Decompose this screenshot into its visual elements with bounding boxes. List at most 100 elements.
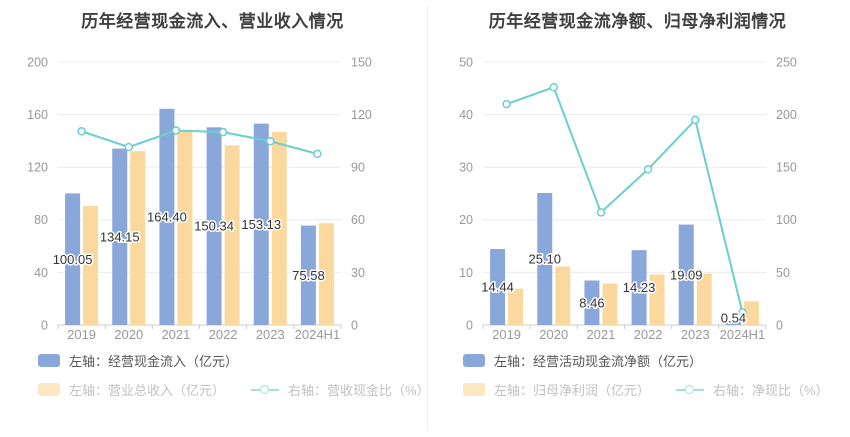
total-revenue-bar xyxy=(130,151,146,325)
category-label: 2019 xyxy=(492,327,521,342)
legend-item-revenue-cash-ratio[interactable]: 右轴：营收现金比（%） xyxy=(251,380,430,399)
category-label: 2021 xyxy=(586,327,615,342)
right-axis-tick-label: 50 xyxy=(776,266,790,280)
left-axis-tick-label: 40 xyxy=(34,266,48,280)
net-profit-bar xyxy=(602,283,618,325)
revenue-cash-ratio-point xyxy=(171,126,181,135)
category-label: 2022 xyxy=(209,327,238,342)
net-operating-cashflow-bar xyxy=(725,322,741,325)
net-operating-cashflow-bar xyxy=(537,192,553,325)
bar-value-label: 100.05 xyxy=(53,252,93,267)
bar-value-label: 14.23 xyxy=(623,280,656,295)
line-legend-marker-icon xyxy=(251,384,280,394)
net-cash-ratio-point xyxy=(596,208,606,217)
legend-label: 左轴：归母净利润（亿元） xyxy=(494,383,651,398)
left-axis-tick-label: 80 xyxy=(34,213,48,227)
legend-label: 左轴：经营活动现金流净额（亿元） xyxy=(494,354,703,369)
revenue-cash-ratio-point xyxy=(266,137,275,146)
left-axis-tick-label: 10 xyxy=(459,266,473,280)
right-axis-tick-label: 120 xyxy=(351,108,372,122)
legend-label: 左轴：营业总收入（亿元） xyxy=(69,383,226,398)
left-axis-tick-label: 30 xyxy=(459,161,473,175)
net-cash-ratio-point xyxy=(549,82,558,92)
legend-item-net-cash-ratio[interactable]: 右轴：净现比（%） xyxy=(676,380,829,399)
bar-value-label: 153.13 xyxy=(241,217,281,232)
net-operating-cashflow-bar xyxy=(584,280,600,325)
bar-value-label: 0.54 xyxy=(721,311,746,326)
right-axis-tick-label: 0 xyxy=(351,318,358,332)
right-axis-tick-label: 0 xyxy=(776,318,783,332)
net-cash-ratio-point xyxy=(643,165,653,174)
chart-title: 历年经营现金流入、营业收入情况 xyxy=(81,12,344,31)
right-axis-tick-label: 150 xyxy=(351,55,372,69)
total-revenue-bar xyxy=(177,130,193,325)
net-profit-bar xyxy=(743,301,759,325)
revenue-cash-ratio-point xyxy=(124,142,133,152)
revenue-cash-ratio-point xyxy=(77,127,86,136)
operating-cash-inflow-bar xyxy=(300,225,316,325)
legend-row-secondary: 左轴：营业总收入（亿元） 右轴：营收现金比（%） xyxy=(38,380,430,399)
bar-value-label: 14.44 xyxy=(481,280,514,295)
bar-value-label: 19.09 xyxy=(670,267,703,282)
legend-item-operating-cash-inflow[interactable]: 左轴：经营现金流入（亿元） xyxy=(38,351,238,370)
legend-item-total-revenue[interactable]: 左轴：营业总收入（亿元） xyxy=(38,380,225,399)
legend-row-secondary: 左轴：归母净利润（亿元） 右轴：净现比（%） xyxy=(463,380,829,399)
net-operating-cashflow-bar xyxy=(490,249,506,325)
net-operating-cashflow-bar xyxy=(678,224,694,325)
net-profit-bar xyxy=(555,266,571,325)
bar-value-label: 134.15 xyxy=(100,229,140,244)
net-cashflow-profit-chart: 0 10 20 30 40 50 0 50 100 150 200 250 2019 2020 2021 20… xyxy=(459,55,797,342)
bar-value-label: 25.10 xyxy=(528,252,561,267)
revenue-cash-ratio-line xyxy=(81,129,318,155)
net-cash-ratio-line xyxy=(506,85,744,313)
right-axis-tick-label: 200 xyxy=(776,108,797,122)
left-axis-tick-label: 40 xyxy=(459,108,473,122)
total-revenue-bar xyxy=(271,131,287,325)
right-axis-tick-label: 90 xyxy=(351,161,365,175)
orange-bar-legend-swatch xyxy=(463,383,485,396)
operating-cash-inflow-bar xyxy=(206,127,222,325)
chart-panel-cash-inflow-revenue: 历年经营现金流入、营业收入情况 0 40 80 120 160 200 0 30 60 90 120… xyxy=(27,12,429,398)
net-cash-ratio-point xyxy=(502,99,511,109)
left-axis-tick-label: 0 xyxy=(41,318,48,332)
legend-label: 右轴：营收现金比（%） xyxy=(288,383,430,398)
chart-legend: 左轴：经营现金流入（亿元） 左轴：营业总收入（亿元） 右轴：营收现金比（%） xyxy=(38,351,430,409)
chart-legend: 左轴：经营活动现金流净额（亿元） 左轴：归母净利润（亿元） 右轴：净现比（%） xyxy=(463,351,829,409)
chart-panel-net-cashflow-profit: 历年经营现金流净额、归母净利润情况 0 10 20 30 40 50 0 50 100 150 20… xyxy=(425,0,850,437)
category-label: 2024H1 xyxy=(720,327,766,342)
legend-label: 左轴：经营现金流入（亿元） xyxy=(69,354,239,369)
net-profit-bar xyxy=(649,274,665,325)
left-axis-tick-label: 0 xyxy=(466,318,473,332)
cash-inflow-revenue-chart: 0 40 80 120 160 200 0 30 60 90 120 150 2019 2020 2021 2… xyxy=(27,55,372,342)
category-label: 2022 xyxy=(634,327,663,342)
orange-bar-legend-swatch xyxy=(38,383,60,396)
left-axis-tick-label: 50 xyxy=(459,55,473,69)
right-axis-tick-label: 100 xyxy=(776,213,797,227)
net-cash-ratio-point xyxy=(738,308,747,317)
category-label: 2023 xyxy=(256,327,285,342)
net-profit-bar xyxy=(696,273,712,325)
right-axis-tick-label: 30 xyxy=(351,266,365,280)
operating-cash-inflow-bar xyxy=(159,108,175,326)
blue-bar-legend-swatch xyxy=(38,354,60,367)
bar-value-label: 164.40 xyxy=(147,209,187,224)
total-revenue-bar xyxy=(83,205,99,325)
category-label: 2021 xyxy=(161,327,190,342)
bar-value-label: 75.58 xyxy=(292,268,325,283)
legend-item-net-profit[interactable]: 左轴：归母净利润（亿元） xyxy=(463,380,650,399)
category-label: 2020 xyxy=(114,327,143,342)
operating-cash-inflow-bar xyxy=(65,193,81,325)
net-operating-cashflow-bar xyxy=(631,250,647,325)
legend-row-primary: 左轴：经营活动现金流净额（亿元） xyxy=(463,351,829,370)
legend-item-net-operating-cashflow[interactable]: 左轴：经营活动现金流净额（亿元） xyxy=(463,351,702,370)
legend-row-primary: 左轴：经营现金流入（亿元） xyxy=(38,351,430,370)
blue-bar-legend-swatch xyxy=(463,354,485,367)
left-axis-tick-label: 200 xyxy=(27,55,48,69)
left-axis-tick-label: 160 xyxy=(27,108,48,122)
operating-cash-inflow-bar xyxy=(253,123,269,325)
right-axis-tick-label: 60 xyxy=(351,213,365,227)
net-cash-ratio-point xyxy=(691,115,700,125)
net-profit-bar xyxy=(508,288,524,325)
category-label: 2024H1 xyxy=(295,327,341,342)
